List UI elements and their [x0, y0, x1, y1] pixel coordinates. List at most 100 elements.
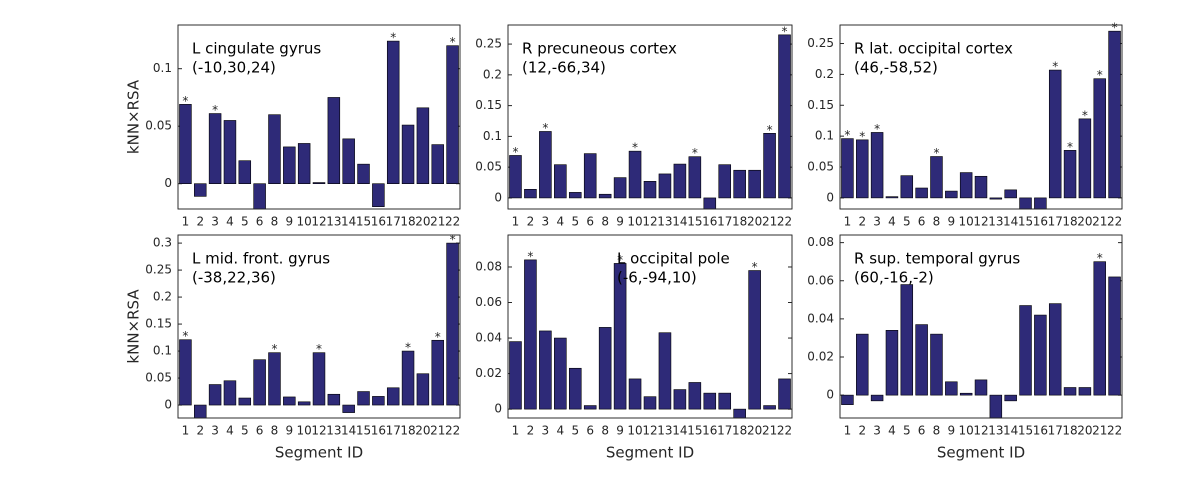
bar: [297, 143, 311, 184]
bar: [1078, 118, 1092, 199]
y-axis-label: kNN×RSA: [125, 79, 143, 154]
x-tick-label: 14: [1003, 424, 1018, 438]
x-tick-label: 1: [844, 215, 852, 229]
panel-title: R precuneous cortex: [522, 40, 677, 58]
y-tick-label: 0.25: [145, 263, 172, 277]
x-tick-label: 21: [430, 424, 445, 438]
bar: [401, 350, 415, 406]
x-tick-label: 9: [947, 215, 955, 229]
bar: [524, 189, 537, 199]
x-tick-label: 1: [182, 215, 190, 229]
bar: [841, 394, 854, 405]
bar: [930, 156, 943, 199]
x-tick-label: 22: [445, 215, 460, 229]
y-tick-label: 0.08: [807, 235, 834, 249]
x-tick-label: 10: [627, 424, 642, 438]
y-tick-label: 0.02: [807, 350, 834, 364]
bar: [974, 379, 988, 396]
panel-subtitle: (12,-66,34): [522, 59, 606, 77]
x-tick-label: 16: [702, 215, 717, 229]
x-tick-label: 1: [512, 424, 520, 438]
bar: [238, 397, 252, 406]
bar: [253, 183, 266, 210]
bar: [539, 330, 552, 410]
bar: [372, 396, 385, 406]
x-tick-label: 4: [888, 424, 896, 438]
bar: [386, 387, 400, 406]
x-tick-label: 22: [777, 215, 792, 229]
y-tick-label: 0.2: [815, 67, 834, 81]
bar: [283, 146, 296, 184]
bar: [509, 155, 522, 199]
x-tick-label: 12: [973, 424, 988, 438]
bar: [194, 183, 207, 197]
panel-subtitle: (60,-16,-2): [854, 269, 934, 287]
x-tick-label: 9: [947, 424, 955, 438]
x-tick-label: 9: [285, 424, 293, 438]
x-tick-label: 6: [256, 215, 264, 229]
bar: [554, 337, 567, 410]
bar: [208, 384, 222, 406]
x-tick-label: 10: [959, 215, 974, 229]
bar: [1048, 303, 1062, 396]
significance-marker: *: [1097, 251, 1103, 265]
x-tick-label: 2: [527, 215, 535, 229]
bar: [1078, 387, 1092, 396]
x-tick-label: 2: [858, 424, 866, 438]
bar: [613, 177, 627, 199]
x-tick-label: 16: [371, 215, 386, 229]
x-tick-label: 10: [959, 424, 974, 438]
x-tick-label: 22: [445, 424, 460, 438]
x-tick-label: 8: [601, 215, 609, 229]
x-tick-label: 22: [1107, 424, 1122, 438]
bar: [703, 197, 717, 210]
bar: [945, 381, 958, 396]
x-tick-label: 3: [873, 215, 881, 229]
x-tick-label: 18: [400, 215, 415, 229]
x-tick-label: 20: [1077, 424, 1092, 438]
x-tick-label: 14: [672, 424, 687, 438]
y-tick-label: 0.05: [475, 160, 502, 174]
bar: [1004, 189, 1017, 199]
bar: [416, 107, 430, 185]
y-tick-label: 0.15: [807, 98, 834, 112]
bar: [643, 396, 657, 410]
bar: [386, 40, 400, 185]
x-tick-label: 8: [271, 215, 279, 229]
y-tick-label: 0.04: [807, 311, 834, 325]
x-tick-label: 5: [571, 215, 579, 229]
x-tick-label: 5: [571, 424, 579, 438]
axes-frame: [507, 24, 793, 210]
significance-marker: *: [1052, 60, 1058, 74]
bar: [748, 270, 761, 410]
x-tick-label: 17: [1048, 424, 1063, 438]
significance-marker: *: [752, 260, 758, 274]
x-tick-label: 21: [762, 424, 777, 438]
x-tick-label: 2: [196, 215, 204, 229]
bar: [763, 405, 776, 410]
bar: [598, 327, 612, 410]
significance-marker: *: [212, 103, 218, 117]
x-tick-label: 16: [371, 424, 386, 438]
bar: [1048, 69, 1062, 199]
bar: [688, 382, 702, 410]
bar: [915, 324, 928, 396]
bar: [446, 242, 459, 406]
x-tick-label: 10: [297, 215, 312, 229]
y-tick-label: 0: [494, 190, 502, 204]
bar: [312, 182, 326, 185]
panel-subtitle: (-6,-94,10): [617, 269, 697, 287]
significance-marker: *: [1082, 108, 1088, 122]
y-tick-label: 0.1: [153, 344, 172, 358]
x-tick-label: 9: [616, 215, 624, 229]
x-tick-label: 14: [1003, 215, 1018, 229]
bar: [598, 193, 612, 199]
significance-marker: *: [767, 123, 773, 137]
x-tick-label: 16: [702, 424, 717, 438]
bar: [974, 175, 988, 199]
bar: [763, 133, 776, 199]
bar: [297, 401, 311, 406]
bar: [1004, 394, 1017, 402]
x-tick-label: 12: [642, 424, 657, 438]
bar: [900, 175, 914, 199]
